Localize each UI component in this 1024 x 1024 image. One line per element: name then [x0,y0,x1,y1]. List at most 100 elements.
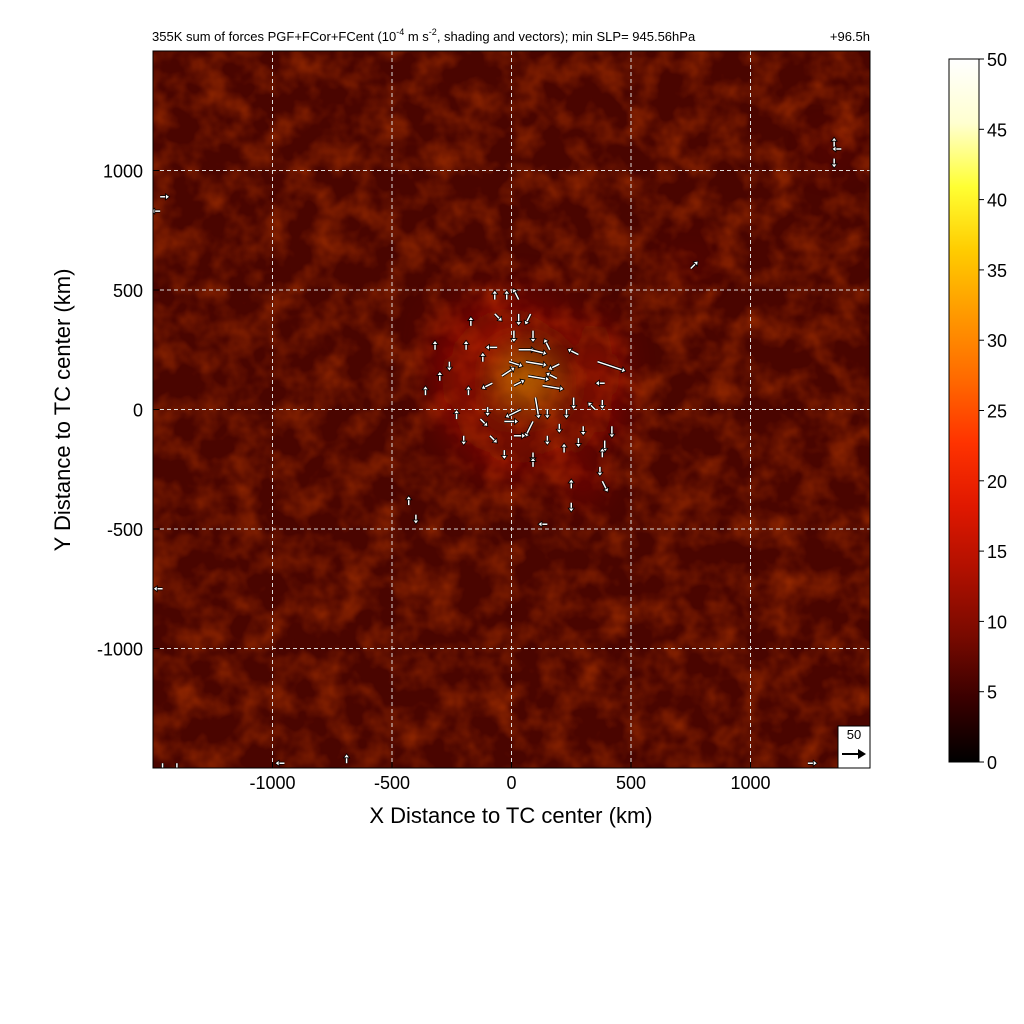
y-axis-label: Y Distance to TC center (km) [50,269,75,552]
force-vector [510,330,518,344]
force-vector [600,480,610,493]
colorbar-tick-label: 45 [987,120,1007,140]
force-vector [543,409,552,420]
force-vector [488,434,498,444]
force-vector [830,136,838,147]
force-vector [504,408,522,419]
force-vector [529,456,537,467]
colorbar-tick-label: 30 [987,331,1007,351]
colorbar-tick-label: 40 [987,191,1007,211]
force-vector [542,384,565,393]
force-vector [529,330,537,344]
spiral-band [430,293,590,432]
field-feature [683,256,698,271]
force-vector [555,423,564,434]
x-axis-label: X Distance to TC center (km) [369,803,652,828]
force-vector [689,260,699,270]
force-vector [412,514,420,525]
force-vector [569,397,578,411]
force-vector [160,192,171,201]
force-vector [342,753,351,764]
colorbar-tick-label: 25 [987,402,1007,422]
force-vector [560,442,568,453]
force-vector [431,339,439,350]
force-vector [807,759,818,768]
time-label: +96.5h [830,29,870,44]
force-vector [483,407,492,418]
force-vector [598,447,607,458]
force-vector [543,435,552,446]
x-tick-label: 500 [616,773,646,793]
force-vector [566,347,580,356]
force-vector [464,385,473,396]
field-feature [568,466,598,496]
force-vector [545,371,558,380]
force-vector [608,426,616,439]
force-vector [500,450,509,461]
colorbar-tick-label: 20 [987,472,1007,492]
y-tick-label: 0 [133,401,143,421]
force-vector [504,417,520,426]
x-tick-label: 0 [506,773,516,793]
colorbar-tick-label: 35 [987,261,1007,281]
force-vector [533,397,542,420]
force-vector [527,374,551,383]
reference-vector-box: 50 [837,725,871,769]
chart-title: 355K sum of forces PGF+FCor+FCent (10-4 … [152,27,696,44]
force-vector [542,338,552,351]
force-vector [502,289,511,300]
colorbar-tick-label: 15 [987,542,1007,562]
force-vector [547,362,560,372]
force-vector [511,287,521,301]
force-vector [479,351,487,362]
force-vector [537,520,548,529]
force-vector [479,417,489,427]
colorbar-tick-label: 10 [987,612,1007,632]
force-vector [435,370,444,381]
force-vector [459,435,468,446]
force-vector [484,343,498,352]
force-vector [421,385,430,396]
field-feature [601,410,623,433]
force-vector [452,408,461,420]
force-vector [513,378,526,387]
force-vector [480,381,494,391]
field-feature [824,144,839,159]
force-vector [467,315,475,326]
force-vector [579,426,588,437]
colorbar-tick-label: 50 [987,50,1007,70]
force-vector [830,158,838,169]
force-vector [574,438,583,449]
force-vector [596,466,604,477]
reference-vector-label: 50 [847,727,861,742]
y-tick-label: -1000 [97,640,143,660]
x-tick-label: 1000 [730,773,770,793]
force-vector [274,759,285,768]
y-tick-label: 500 [113,281,143,301]
y-tick-label: -500 [107,520,143,540]
force-vector [567,502,576,513]
force-vector [153,584,163,593]
force-vector [501,366,516,378]
colorbar-tick-label: 5 [987,683,997,703]
force-vector [490,289,499,300]
force-vector [831,145,842,153]
colorbar-tick-label: 0 [987,753,997,773]
force-vector [514,313,523,327]
force-vector [523,313,532,326]
reference-vector-head [858,749,866,759]
force-vector [587,401,597,411]
force-vector [462,339,470,350]
x-tick-label: -1000 [249,773,295,793]
force-vector [598,399,607,411]
force-vector [445,361,454,372]
force-vector [525,360,548,369]
force-vector [493,312,503,322]
force-vector [530,348,548,357]
x-tick-label: -500 [374,773,410,793]
force-vector [594,379,605,388]
heatmap-field [153,51,870,768]
force-vector [597,360,627,374]
spiral-band [463,322,615,456]
